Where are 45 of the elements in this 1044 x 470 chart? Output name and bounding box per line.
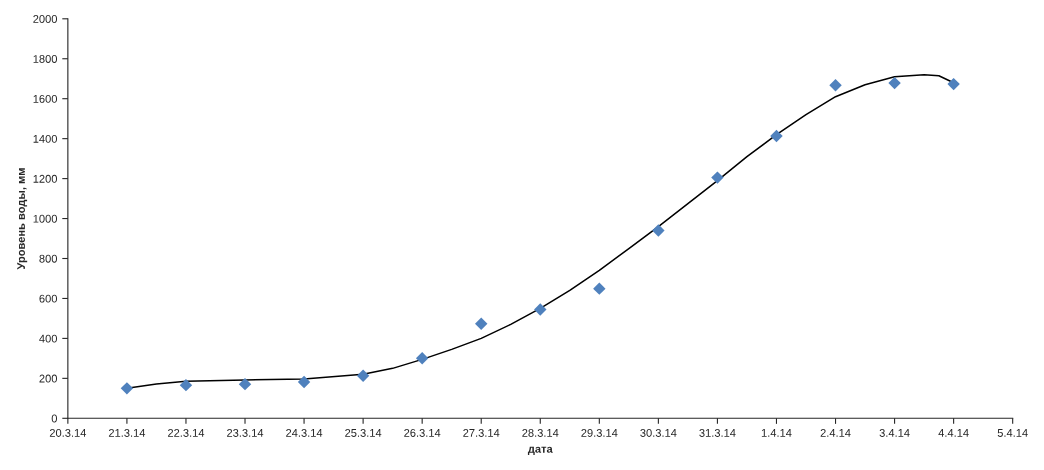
x-tick-label: 28.3.14	[522, 429, 559, 437]
x-tick-label: 31.3.14	[699, 429, 736, 437]
point	[179, 378, 193, 392]
point	[829, 79, 842, 92]
y-tick-label: 600	[39, 294, 58, 303]
x-tick-label: 21.3.14	[108, 429, 146, 437]
x-tick-label: 1.4.14	[761, 429, 792, 437]
x-tick-label: 5.4.14	[997, 429, 1028, 437]
x-tick-label: 27.3.14	[463, 429, 500, 437]
y-tick-label: 800	[39, 254, 58, 263]
point	[711, 171, 724, 184]
x-tick-label: 20.3.14	[49, 429, 87, 437]
x-tick-label: 30.3.14	[640, 429, 677, 437]
x-tick-label: 24.3.14	[286, 429, 323, 437]
y-tick-label: 400	[39, 334, 58, 343]
x-tick-label: 3.4.14	[879, 429, 910, 437]
x-tick-label: 22.3.14	[167, 429, 205, 437]
y-tick-label: 1800	[33, 55, 58, 63]
point	[120, 382, 134, 395]
y-tick-label: 1000	[33, 214, 58, 223]
point	[593, 282, 606, 295]
point	[475, 317, 488, 331]
point	[238, 377, 252, 391]
point	[770, 129, 783, 143]
point	[947, 77, 960, 91]
point	[297, 375, 311, 389]
y-axis-title: Уровень воды, мм	[17, 168, 28, 270]
point	[534, 303, 547, 316]
y-tick-label: 1200	[33, 174, 58, 183]
x-tick-label: 25.3.14	[345, 429, 382, 437]
y-tick-label: 0	[51, 414, 58, 423]
point	[415, 351, 429, 365]
point	[652, 224, 665, 237]
x-tick-label: 2.4.14	[820, 429, 851, 437]
x-tick-label: 23.3.14	[227, 429, 264, 437]
y-tick-label: 2000	[33, 15, 58, 23]
x-tick-label: 29.3.14	[581, 429, 618, 437]
x-tick-label: 4.4.14	[938, 429, 969, 437]
y-tick-label: 1400	[33, 134, 58, 143]
point	[356, 369, 370, 382]
x-axis-title: дата	[527, 446, 553, 455]
point	[888, 76, 901, 90]
x-tick-label: 26.3.14	[404, 429, 441, 437]
y-tick-label: 1600	[33, 94, 58, 103]
y-tick-label: 200	[39, 374, 58, 383]
